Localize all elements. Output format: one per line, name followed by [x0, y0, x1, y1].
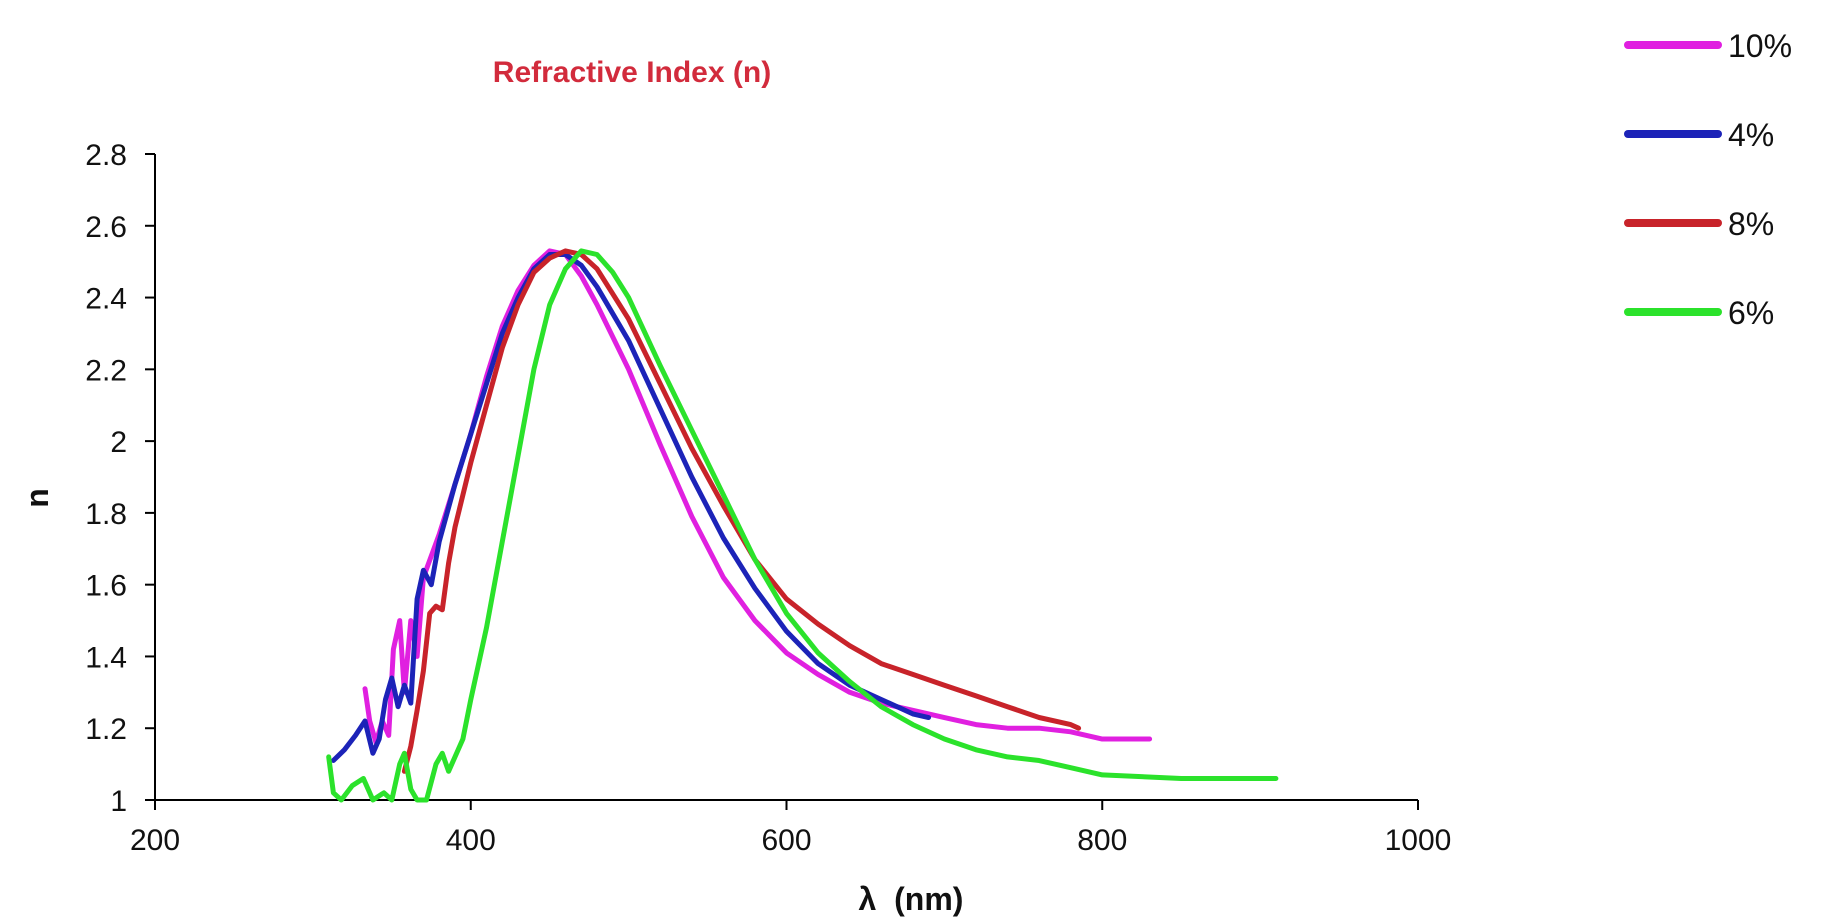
y-tick-label: 2.4 [85, 283, 127, 316]
y-axis-title: n [19, 488, 55, 508]
chart-title: Refractive Index (n) [493, 56, 771, 89]
x-tick-label: 200 [130, 824, 180, 857]
series-line-4pct [330, 252, 932, 763]
series-line-10pct [362, 248, 1153, 746]
legend-label-10pct: 10% [1728, 28, 1792, 64]
x-ticks: 200 400 600 800 1000 [130, 800, 1451, 857]
series-line-8pct [401, 248, 1082, 774]
x-axis-title: λ (nm) [859, 881, 964, 917]
y-tick-label: 2.6 [85, 211, 127, 244]
legend-label-8pct: 8% [1728, 206, 1774, 242]
x-tick-label: 400 [446, 824, 496, 857]
x-tick-label: 800 [1077, 824, 1127, 857]
legend-label-6pct: 6% [1728, 295, 1774, 331]
y-tick-label: 1.4 [85, 641, 127, 674]
series-line-6pct [326, 248, 1279, 803]
x-tick-label: 1000 [1385, 824, 1452, 857]
y-tick-label: 1.8 [85, 498, 127, 531]
y-tick-label: 1 [110, 785, 127, 818]
y-tick-label: 2.2 [85, 354, 127, 387]
y-tick-label: 2 [110, 426, 127, 459]
y-tick-label: 1.6 [85, 570, 127, 603]
x-tick-label: 600 [761, 824, 811, 857]
y-ticks: 1 1.2 1.4 1.6 1.8 2 2.2 2.4 2.6 2.8 [85, 139, 155, 818]
legend-label-4pct: 4% [1728, 117, 1774, 153]
y-tick-label: 1.2 [85, 713, 127, 746]
series-group [326, 248, 1279, 803]
y-tick-label: 2.8 [85, 139, 127, 172]
axes [154, 154, 1418, 801]
legend: 10% 4% 8% 6% [1624, 28, 1792, 331]
